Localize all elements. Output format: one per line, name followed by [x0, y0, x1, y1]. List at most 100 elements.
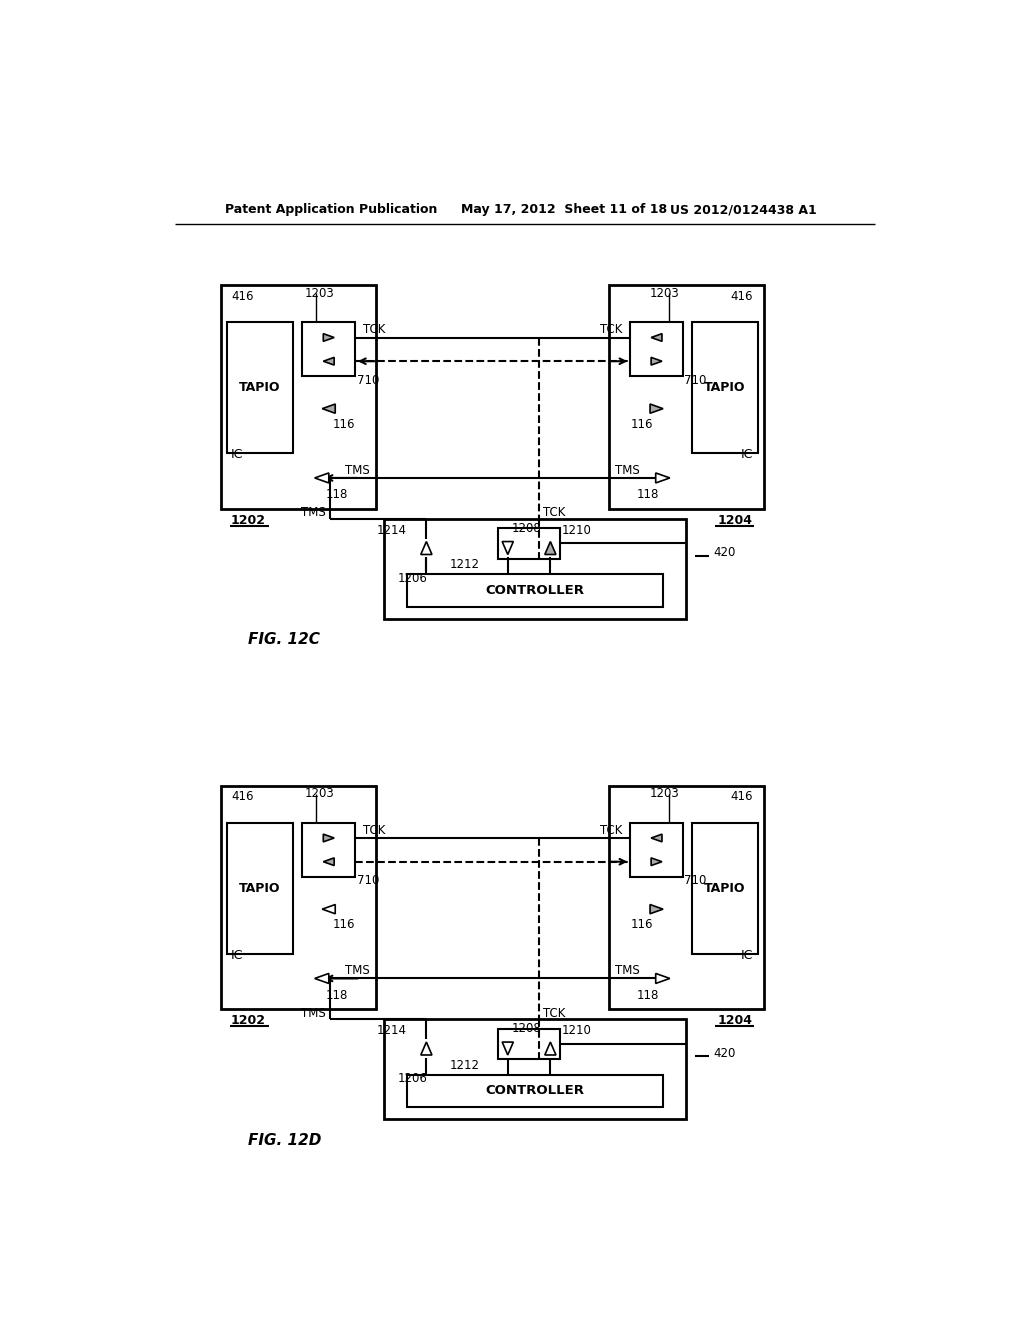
Text: 1206: 1206 [397, 1072, 428, 1085]
Bar [608, 785, 764, 1010]
Polygon shape [650, 404, 664, 413]
Polygon shape [314, 473, 329, 483]
Polygon shape [324, 834, 334, 842]
Text: TCK: TCK [362, 824, 385, 837]
Text: 416: 416 [231, 289, 254, 302]
Polygon shape [314, 973, 329, 983]
Polygon shape [324, 858, 334, 866]
Text: 416: 416 [730, 289, 753, 302]
Text: IC: IC [230, 449, 243, 462]
Text: FIG. 12D: FIG. 12D [248, 1133, 322, 1147]
Polygon shape [502, 1041, 513, 1055]
Text: CONTROLLER: CONTROLLER [485, 1084, 585, 1097]
Bar [384, 1019, 686, 1119]
Text: 1204: 1204 [718, 513, 753, 527]
Text: 116: 116 [630, 417, 652, 430]
Text: TAPIO: TAPIO [239, 882, 281, 895]
Text: TCK: TCK [543, 506, 565, 519]
Text: 710: 710 [684, 874, 707, 887]
Text: 1208: 1208 [512, 521, 542, 535]
Text: FIG. 12C: FIG. 12C [248, 632, 321, 647]
Text: US 2012/0124438 A1: US 2012/0124438 A1 [671, 203, 817, 216]
Text: 1212: 1212 [450, 1059, 479, 1072]
Text: 1202: 1202 [230, 1014, 265, 1027]
Text: TMS: TMS [301, 506, 326, 519]
Text: Patent Application Publication: Patent Application Publication [225, 203, 437, 216]
Text: 416: 416 [231, 791, 254, 804]
Bar [302, 822, 355, 876]
Text: 420: 420 [713, 546, 735, 560]
Text: 1203: 1203 [649, 286, 679, 300]
Text: 416: 416 [730, 791, 753, 804]
Text: 1214: 1214 [377, 1024, 407, 1038]
Text: May 17, 2012  Sheet 11 of 18: May 17, 2012 Sheet 11 of 18 [461, 203, 668, 216]
Bar [499, 1028, 560, 1059]
Text: 710: 710 [684, 374, 707, 387]
Text: 1208: 1208 [512, 1022, 542, 1035]
Polygon shape [545, 1041, 556, 1055]
Bar [227, 322, 293, 453]
Text: 1202: 1202 [230, 513, 265, 527]
Bar [630, 322, 683, 376]
Text: 1203: 1203 [649, 787, 679, 800]
Text: TMS: TMS [345, 964, 370, 977]
Text: 118: 118 [326, 488, 348, 502]
Text: CONTROLLER: CONTROLLER [485, 583, 585, 597]
Text: 710: 710 [356, 874, 379, 887]
Bar [384, 519, 686, 619]
Text: 1212: 1212 [450, 558, 479, 572]
Polygon shape [651, 858, 662, 866]
Text: TCK: TCK [543, 1007, 565, 1019]
Text: TCK: TCK [600, 824, 623, 837]
Text: IC: IC [230, 949, 243, 962]
Polygon shape [545, 541, 556, 554]
Text: 118: 118 [326, 989, 348, 1002]
Polygon shape [655, 473, 670, 483]
Text: TAPIO: TAPIO [705, 882, 745, 895]
Text: 1206: 1206 [397, 572, 428, 585]
Text: IC: IC [740, 449, 753, 462]
Text: IC: IC [740, 949, 753, 962]
Polygon shape [655, 973, 670, 983]
Text: 118: 118 [637, 989, 658, 1002]
Polygon shape [323, 404, 335, 413]
Text: 1203: 1203 [305, 286, 335, 300]
Text: 1204: 1204 [718, 1014, 753, 1027]
Polygon shape [651, 334, 662, 342]
Bar [221, 785, 376, 1010]
Text: TCK: TCK [362, 323, 385, 337]
Bar [227, 822, 293, 954]
Polygon shape [651, 358, 662, 366]
Bar [692, 822, 758, 954]
Bar [692, 322, 758, 453]
Text: 1203: 1203 [305, 787, 335, 800]
Text: TMS: TMS [614, 964, 640, 977]
Text: 1214: 1214 [377, 524, 407, 537]
Text: TCK: TCK [600, 323, 623, 337]
Polygon shape [421, 541, 432, 554]
Text: 116: 116 [333, 417, 355, 430]
Text: 118: 118 [637, 488, 658, 502]
Polygon shape [502, 541, 513, 554]
Bar [630, 822, 683, 876]
Polygon shape [421, 1041, 432, 1055]
Polygon shape [651, 834, 662, 842]
Text: 116: 116 [333, 917, 355, 931]
Text: 1210: 1210 [562, 1024, 592, 1038]
Bar [407, 574, 663, 607]
Text: TMS: TMS [301, 1007, 326, 1019]
Bar [499, 528, 560, 558]
Bar [407, 1074, 663, 1107]
Polygon shape [323, 904, 335, 913]
Text: 116: 116 [630, 917, 652, 931]
Bar [221, 285, 376, 508]
Text: TMS: TMS [614, 463, 640, 477]
Bar [608, 285, 764, 508]
Text: TAPIO: TAPIO [239, 381, 281, 395]
Text: 420: 420 [713, 1047, 735, 1060]
Text: TMS: TMS [345, 463, 370, 477]
Text: 1210: 1210 [562, 524, 592, 537]
Polygon shape [324, 334, 334, 342]
Text: 710: 710 [356, 374, 379, 387]
Bar [302, 322, 355, 376]
